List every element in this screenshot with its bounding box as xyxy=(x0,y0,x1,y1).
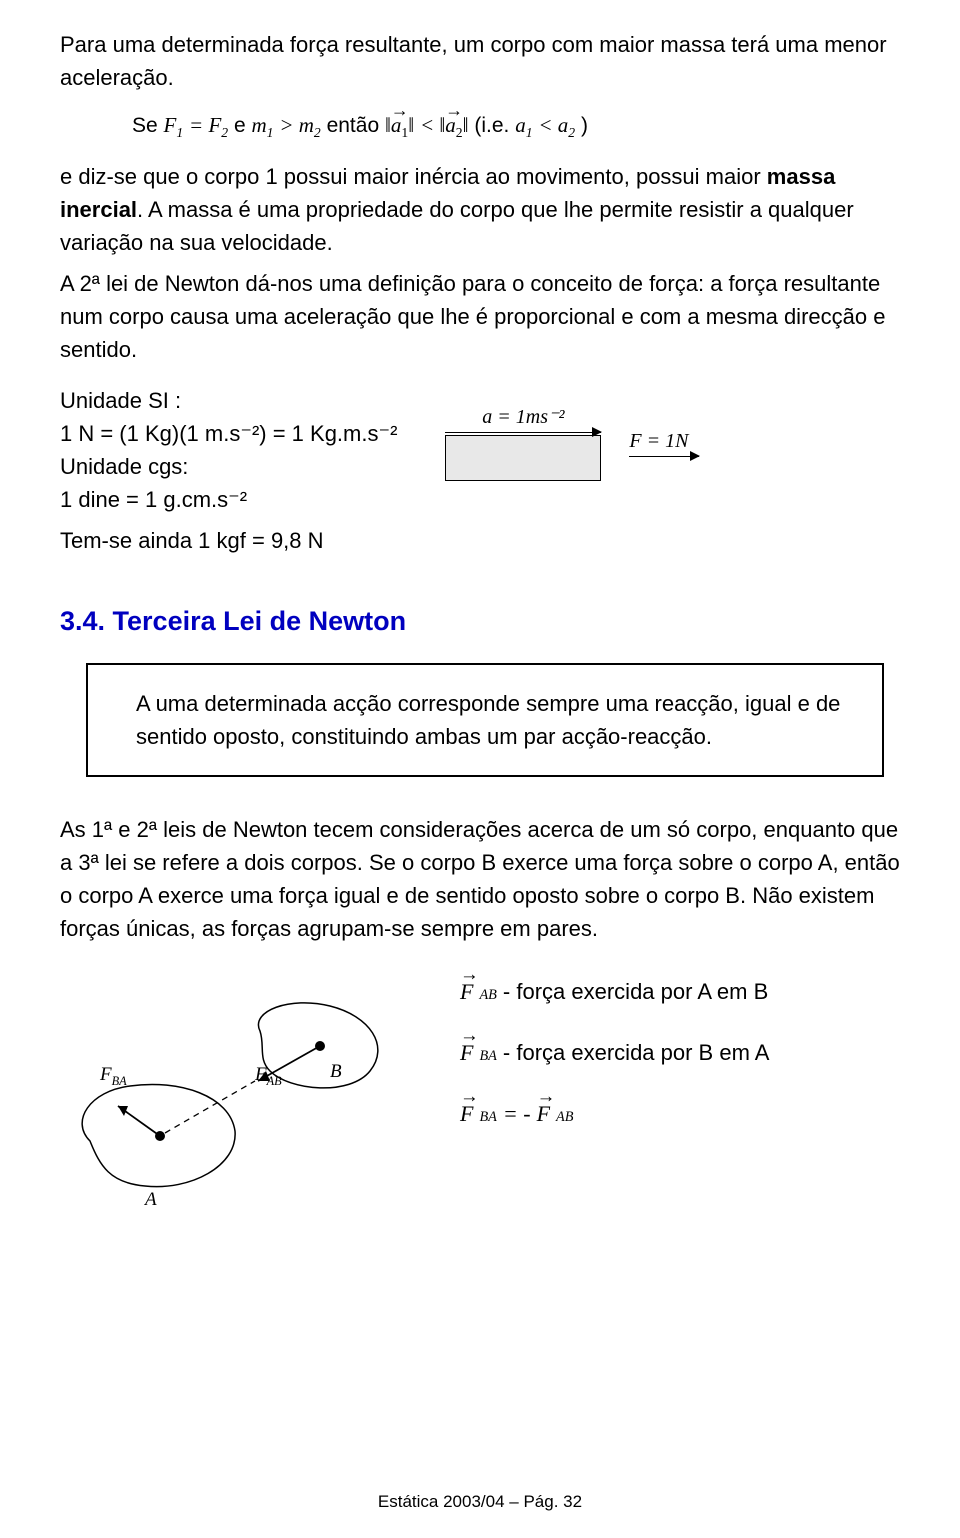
eq-e: e xyxy=(234,114,252,137)
fe3-eq: = - xyxy=(503,1097,531,1130)
force-diagram: a = 1ms⁻² F = 1N xyxy=(445,402,699,481)
paragraph-def: A 2ª lei de Newton dá-nos uma definição … xyxy=(60,267,912,366)
eq-close: ) xyxy=(581,114,588,137)
label-FAB: FAB xyxy=(255,1061,282,1090)
label-A: A xyxy=(145,1186,157,1215)
force-label: F = 1N xyxy=(629,426,688,456)
label-B: B xyxy=(330,1058,342,1087)
fe1-sub: AB xyxy=(479,985,496,1006)
force-eq-1: F AB - força exercida por A em B xyxy=(460,975,769,1008)
eq-lt2: < xyxy=(538,113,557,137)
eq-prefix: Se xyxy=(132,114,164,137)
law-text: A uma determinada acção corresponde semp… xyxy=(136,687,846,753)
law-box: A uma determinada acção corresponde semp… xyxy=(86,663,884,777)
fe1-sym: F xyxy=(460,975,473,1008)
fe3-lsub: BA xyxy=(479,1107,496,1128)
force-equations: F AB - força exercida por A em B F BA - fo… xyxy=(460,969,769,1130)
label-FBA: FBA xyxy=(100,1061,127,1090)
unit-si-value: 1 N = (1 Kg)(1 m.s⁻²) = 1 Kg.m.s⁻² xyxy=(60,417,397,450)
paragraph-intro: Para uma determinada força resultante, u… xyxy=(60,28,912,94)
fe3-l: F xyxy=(460,1097,473,1130)
mass-block: a = 1ms⁻² xyxy=(445,402,601,481)
eq-norm-a2: ‖a2‖ xyxy=(439,113,468,137)
units-left: Unidade SI : 1 N = (1 Kg)(1 m.s⁻²) = 1 K… xyxy=(60,384,397,557)
p2a: e diz-se que o corpo 1 possui maior inér… xyxy=(60,164,767,189)
p2c: . A massa é uma propriedade do corpo que… xyxy=(60,197,854,255)
accel-label: a = 1ms⁻² xyxy=(482,402,564,432)
fe3-rsub: AB xyxy=(556,1107,573,1128)
unit-cgs-value: 1 dine = 1 g.cm.s⁻² xyxy=(60,483,397,516)
footer-page: 32 xyxy=(563,1492,582,1511)
unit-kgf: Tem-se ainda 1 kgf = 9,8 N xyxy=(60,524,397,557)
eq-F1: F1 xyxy=(164,113,184,137)
page-footer: Estática 2003/04 – Pág. 32 xyxy=(0,1489,960,1515)
action-reaction-row: FBA FAB B A FAB - força exercida por A e… xyxy=(60,969,912,1201)
paragraph-inertia: e diz-se que o corpo 1 possui maior inér… xyxy=(60,160,912,259)
eq-a2s: a2 xyxy=(558,113,575,137)
fe1-txt: - força exercida por A em B xyxy=(503,975,768,1008)
eq-entao: então xyxy=(327,114,385,137)
fe2-sym: F xyxy=(460,1036,473,1069)
eq-F2: F2 xyxy=(208,113,228,137)
eq-norm-a1: ‖a1‖ xyxy=(385,113,414,137)
fe3-r: F xyxy=(537,1097,550,1130)
accel-arrow xyxy=(445,432,601,433)
eq-a1s: a1 xyxy=(515,113,532,137)
eq-eq1: = xyxy=(189,113,208,137)
blob-svg xyxy=(60,991,400,1201)
force-eq-2: F BA - força exercida por B em A xyxy=(460,1036,769,1069)
eq-m1: m1 xyxy=(251,113,273,137)
equation-line-1: Se F1 = F2 e m1 > m2 então ‖a1‖ < ‖a2‖ (… xyxy=(60,110,912,144)
eq-lt: < xyxy=(420,113,439,137)
paragraph-pairs: As 1ª e 2ª leis de Newton tecem consider… xyxy=(60,813,912,945)
force-arrow xyxy=(629,456,699,457)
units-block: Unidade SI : 1 N = (1 Kg)(1 m.s⁻²) = 1 K… xyxy=(60,384,912,557)
section-title: 3.4. Terceira Lei de Newton xyxy=(60,601,912,642)
eq-m2: m2 xyxy=(299,113,321,137)
unit-cgs-label: Unidade cgs: xyxy=(60,450,397,483)
eq-ie: (i.e. xyxy=(474,114,515,137)
fe2-sub: BA xyxy=(479,1046,496,1067)
fe2-txt: - força exercida por B em A xyxy=(503,1036,770,1069)
force-eq-3: F BA = - F AB xyxy=(460,1097,769,1130)
eq-gt: > xyxy=(279,113,298,137)
grey-box xyxy=(445,435,601,481)
footer-text: Estática 2003/04 – Pág. xyxy=(378,1492,563,1511)
force-arrow-block: F = 1N xyxy=(629,426,699,457)
unit-si-label: Unidade SI : xyxy=(60,384,397,417)
blob-diagram: FBA FAB B A xyxy=(60,991,400,1201)
